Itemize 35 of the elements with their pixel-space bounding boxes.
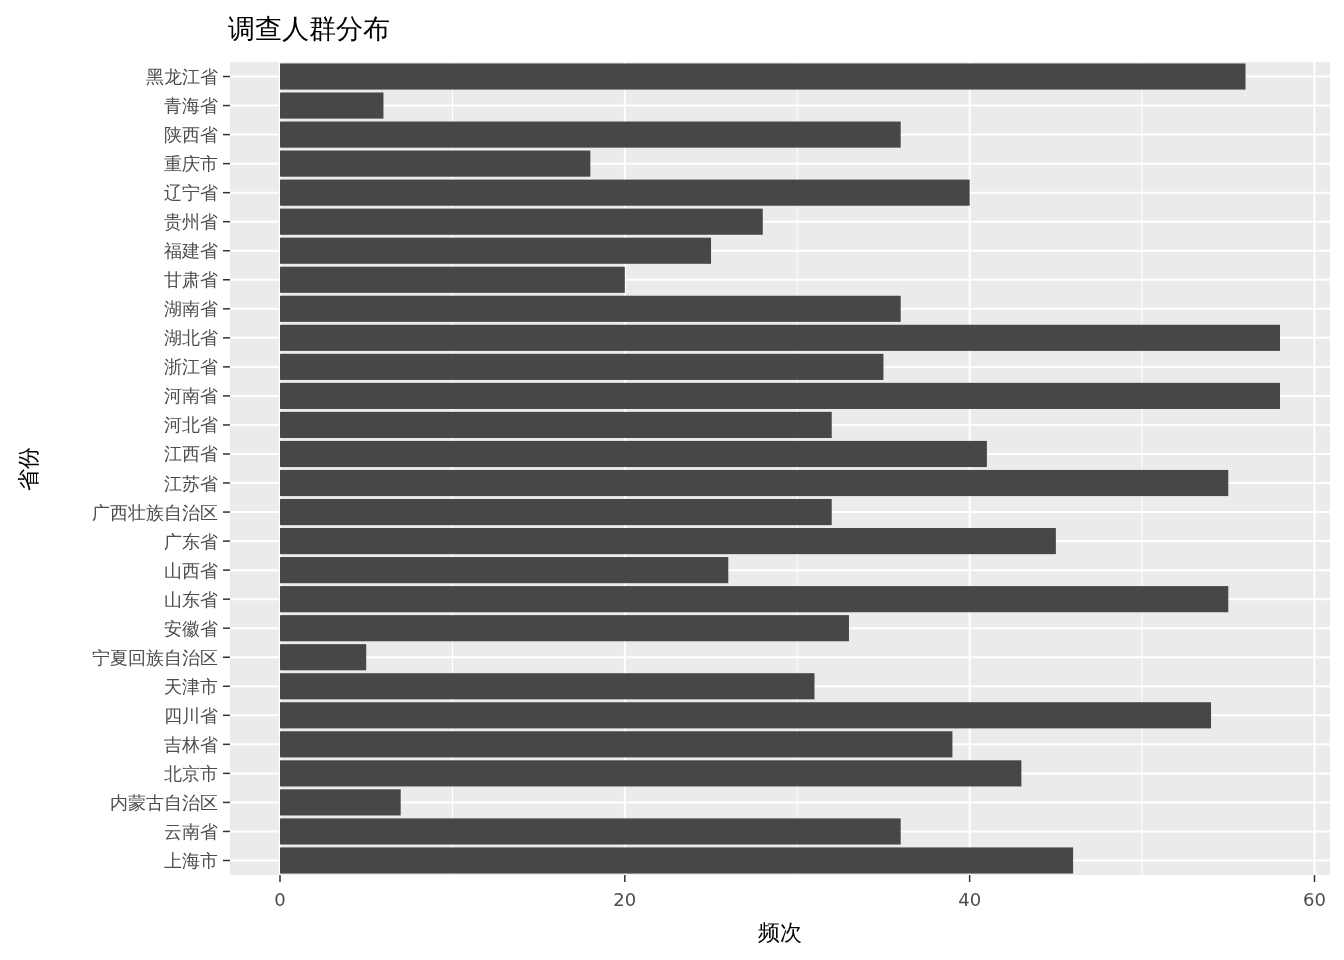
y-tick-label: 四川省 [164,704,218,726]
y-tick-label: 江苏省 [164,472,218,494]
y-tick-label: 陕西省 [164,124,218,146]
y-tick-label: 河南省 [164,385,218,407]
y-tick-label: 上海市 [164,849,218,871]
y-tick-label: 湖南省 [164,298,218,320]
y-tick-label: 福建省 [164,240,218,262]
x-tick-label: 60 [1303,889,1326,910]
y-tick-label: 辽宁省 [164,182,218,204]
x-axis-title: 频次 [758,920,802,945]
y-tick-label: 北京市 [164,762,218,784]
y-tick-label: 河北省 [164,414,218,436]
x-tick-label: 20 [613,889,637,910]
y-tick-label: 安徽省 [164,617,218,639]
y-tick-label: 甘肃省 [164,269,218,291]
x-tick-label: 40 [958,889,982,910]
chart-title: 调查人群分布 [228,13,390,44]
y-tick-label: 江西省 [164,443,218,465]
y-tick-label: 吉林省 [164,733,218,755]
y-tick-label: 山东省 [164,588,218,610]
y-tick-label: 广东省 [164,530,218,552]
y-tick-label: 湖北省 [164,327,218,349]
x-tick-label: 0 [274,889,286,910]
y-tick-label: 云南省 [164,820,218,842]
y-tick-label: 浙江省 [164,356,218,378]
y-axis-title: 省份 [16,446,41,491]
y-tick-label: 广西壮族自治区 [92,501,218,523]
y-tick-label: 天津市 [164,675,218,697]
y-tick-label: 内蒙古自治区 [110,791,218,813]
y-tick-label: 青海省 [164,95,218,117]
y-tick-label: 黑龙江省 [146,66,218,88]
y-tick-label: 贵州省 [164,211,218,233]
y-tick-label: 宁夏回族自治区 [92,646,218,668]
y-tick-label: 重庆市 [164,153,218,175]
y-tick-label: 山西省 [164,559,218,581]
